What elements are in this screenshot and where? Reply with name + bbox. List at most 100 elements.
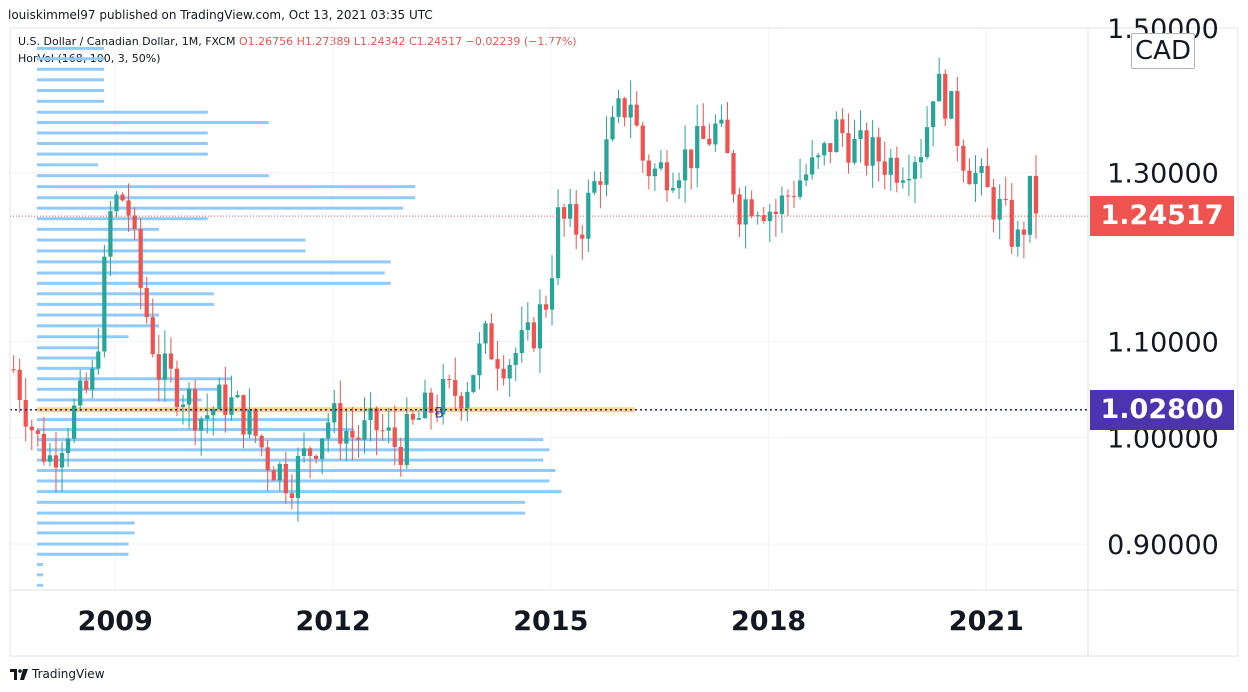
candle-body — [858, 130, 863, 139]
candle-body — [622, 98, 627, 118]
volume-profile-row — [37, 249, 306, 253]
candle-body — [356, 437, 361, 440]
candle-body — [416, 418, 422, 420]
candle-body — [628, 104, 633, 118]
candle-body — [465, 391, 470, 409]
volume-profile-row — [37, 542, 129, 546]
candle-body — [779, 195, 785, 215]
x-tick-label: 2021 — [949, 606, 1024, 637]
candle-body — [604, 139, 609, 185]
volume-profile-row — [37, 292, 214, 296]
volume-profile-row — [37, 227, 159, 231]
candle-body — [961, 145, 966, 171]
candle-body — [592, 181, 597, 193]
candle-body — [543, 304, 549, 310]
candle-body — [241, 395, 246, 435]
candle-body — [114, 194, 119, 212]
last-price-tag: 1.24517 — [1090, 196, 1234, 237]
volume-profile-row — [37, 438, 544, 442]
candle-body — [428, 392, 434, 413]
symbol-legend: U.S. Dollar / Canadian Dollar, 1M, FXCM … — [18, 35, 577, 48]
candle-body — [84, 380, 89, 390]
volume-profile-row — [37, 174, 269, 178]
candle-body — [507, 364, 512, 379]
candlestick-series — [11, 57, 1039, 522]
candle-body — [682, 149, 688, 181]
candle-body — [882, 161, 887, 175]
volume-profile-row — [37, 356, 98, 360]
candle-body — [447, 379, 452, 381]
x-tick-label: 2009 — [78, 606, 153, 637]
volume-profile-row — [37, 521, 135, 525]
chart-grid — [10, 27, 1088, 590]
candle-body — [652, 168, 657, 177]
candle-body — [471, 375, 476, 392]
candle-body — [640, 125, 645, 161]
candle-body — [634, 104, 639, 126]
candle-body — [731, 153, 736, 195]
candle-body — [186, 388, 192, 405]
y-tick-label: 1.30000 — [1107, 159, 1219, 190]
candle-body — [295, 455, 301, 499]
candle-body — [59, 452, 65, 468]
candle-body — [223, 384, 228, 415]
candle-body — [931, 101, 936, 128]
candle-body — [822, 143, 827, 156]
candle-body — [47, 455, 53, 462]
candle-body — [283, 463, 288, 494]
footer-brand[interactable]: TradingView — [10, 667, 105, 681]
volume-profile-row — [37, 387, 220, 391]
candle-body — [120, 194, 125, 201]
candle-body — [35, 430, 40, 434]
candle-body — [785, 195, 791, 197]
candle-body — [483, 323, 488, 344]
candle-body — [338, 403, 343, 444]
x-tick-label: 2012 — [295, 606, 370, 637]
candle-body — [301, 448, 307, 456]
candle-body — [259, 435, 264, 448]
candle-body — [23, 399, 28, 427]
volume-profile-row — [37, 152, 208, 156]
candle-body — [803, 174, 809, 181]
price-lines: B — [10, 215, 1088, 422]
candle-body — [253, 409, 258, 436]
volume-profile-row — [37, 46, 105, 50]
volume-profile-row — [37, 163, 98, 167]
y-tick-label: 1.10000 — [1107, 327, 1219, 358]
candle-body — [876, 137, 881, 162]
candle-body — [568, 204, 573, 219]
candle-body — [870, 137, 875, 166]
currency-badge[interactable]: CAD — [1131, 33, 1195, 69]
symbol-name: U.S. Dollar / Canadian Dollar, 1M, FXCM — [18, 35, 236, 48]
candle-body — [1015, 229, 1020, 247]
candle-body — [495, 359, 500, 369]
candle-body — [531, 322, 536, 349]
candle-body — [1033, 175, 1039, 214]
ohlc-values: O1.26756 H1.27389 L1.24342 C1.24517 −0.0… — [238, 35, 577, 48]
candle-body — [918, 157, 924, 163]
volume-profile-row — [37, 377, 233, 381]
candle-body — [211, 409, 216, 416]
volume-profile-row — [37, 448, 550, 452]
candle-body — [1021, 229, 1026, 235]
footer-brand-text: TradingView — [32, 667, 105, 681]
volume-profile-row — [37, 78, 105, 82]
candle-body — [967, 170, 972, 185]
volume-profile-row — [37, 583, 44, 587]
candle-body — [852, 138, 857, 163]
candle-body — [53, 455, 59, 468]
candle-body — [229, 397, 234, 415]
volume-profile-row — [37, 217, 208, 221]
volume-profile-row — [37, 324, 159, 328]
candle-body — [670, 188, 676, 191]
candle-body — [247, 409, 252, 435]
volume-profile-row — [37, 99, 105, 103]
candle-body — [894, 157, 899, 183]
candle-body — [313, 455, 319, 459]
candle-body — [828, 143, 833, 152]
candle-body — [1027, 175, 1033, 235]
candle-body — [906, 178, 912, 181]
volume-profile-row — [37, 398, 202, 402]
candle-body — [289, 493, 295, 499]
